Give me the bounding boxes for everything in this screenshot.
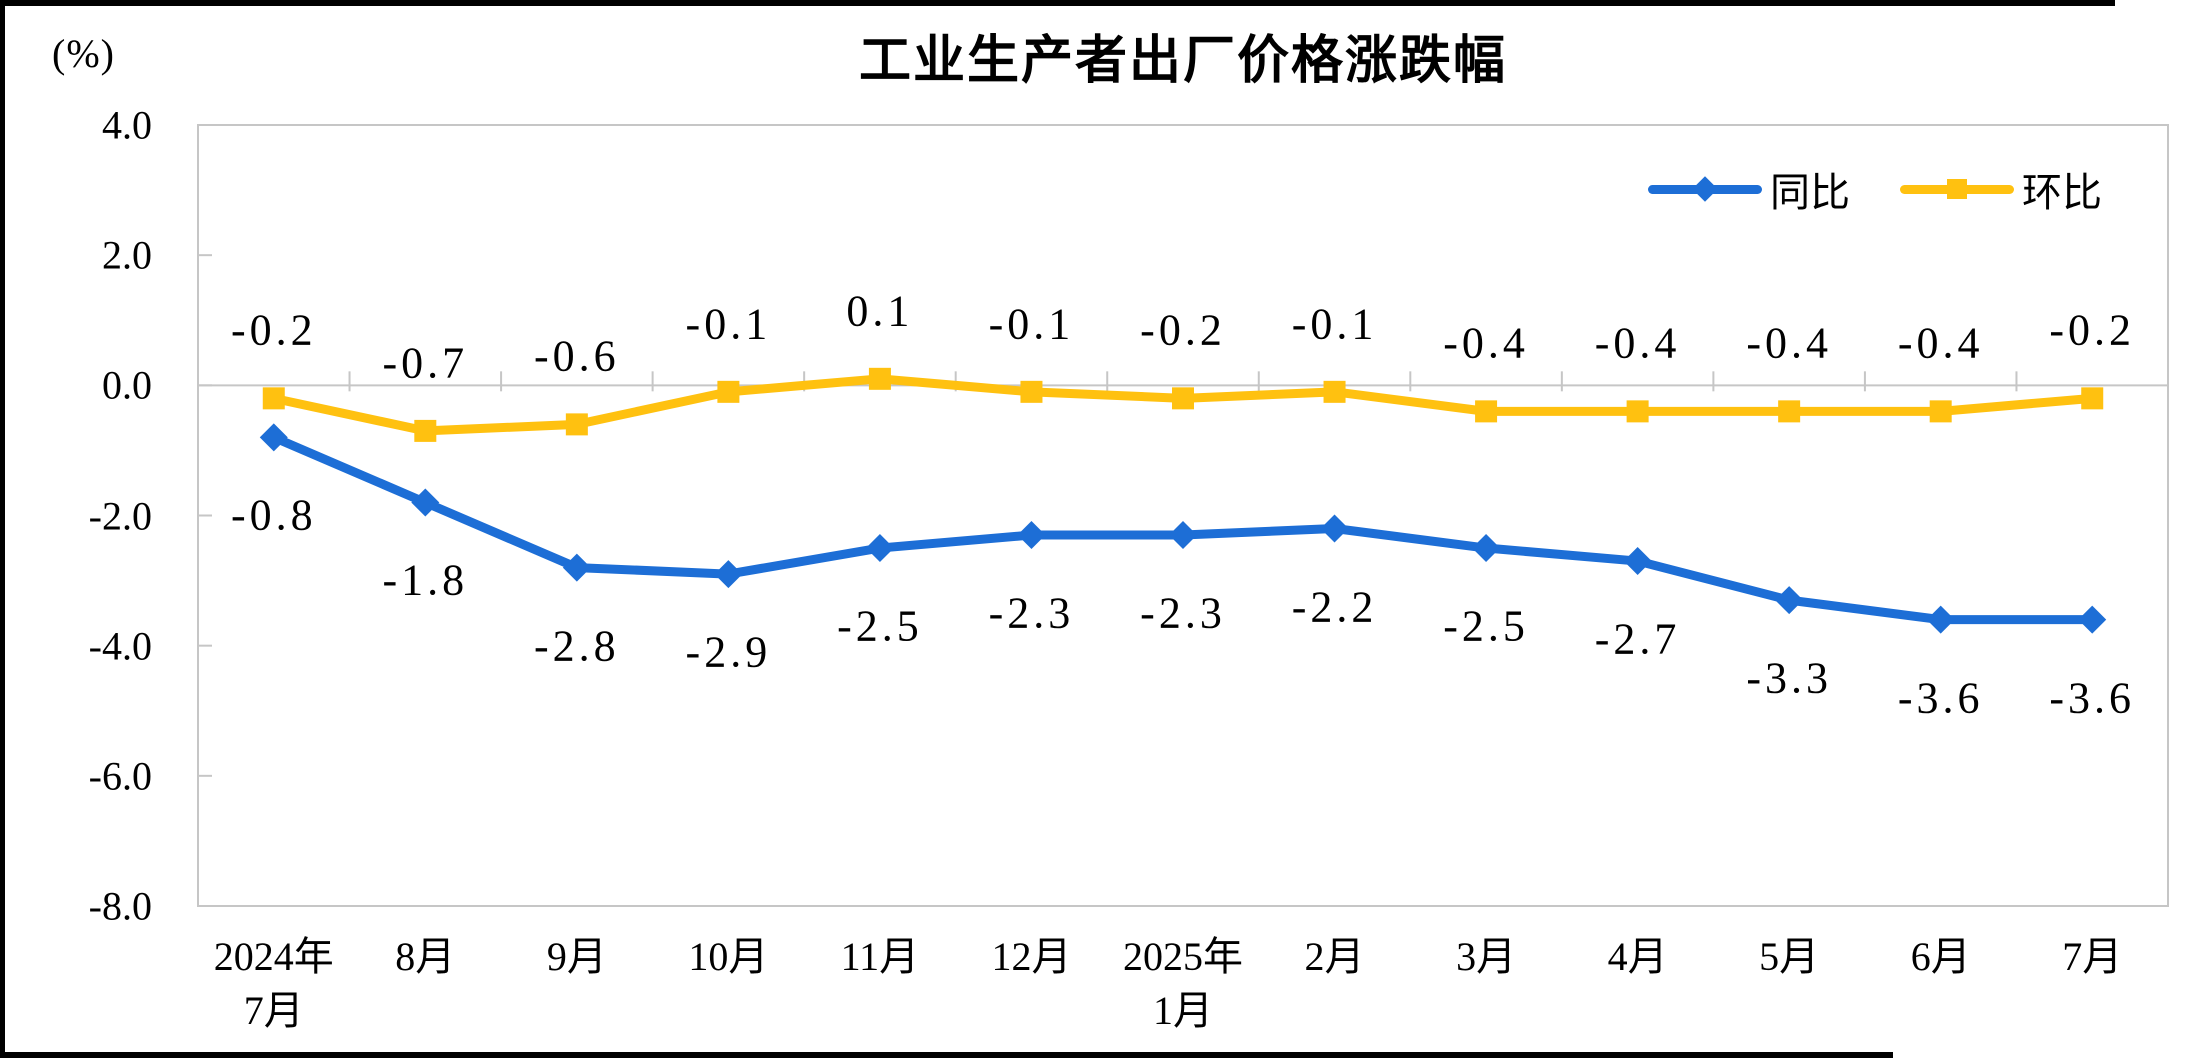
legend-item-mom: 环比 <box>1900 160 2102 218</box>
y-axis-tick-label: -4.0 <box>88 623 152 669</box>
data-label-同比-12: -3.6 <box>2049 673 2136 723</box>
y-axis-tick-label: -2.0 <box>88 493 152 538</box>
y-axis-tick-label: -8.0 <box>88 883 152 929</box>
marker-square <box>717 380 740 403</box>
marker-diamond <box>1472 534 1501 563</box>
data-label-同比-6: -2.3 <box>1140 588 1226 638</box>
frame-border-top <box>0 0 2115 6</box>
y-axis-tick-label: -6.0 <box>88 753 152 799</box>
x-axis-tick-label: 6月 <box>1910 934 1971 979</box>
plot-border <box>197 124 2169 907</box>
data-label-同比-4: -2.5 <box>837 601 923 651</box>
marker-diamond <box>2078 605 2107 634</box>
data-label-同比-11: -3.6 <box>1897 673 1984 723</box>
data-label-环比-1: -0.7 <box>382 338 469 388</box>
data-label-同比-10: -3.3 <box>1746 653 1832 703</box>
x-axis-tick-label: 11月 <box>840 934 920 979</box>
yoy-line-swatch <box>1648 176 1762 202</box>
data-label-环比-4: 0.1 <box>846 286 914 336</box>
y-axis-tick-label: 2.0 <box>102 232 152 278</box>
marker-square <box>1020 380 1043 403</box>
x-axis-tick-label: 2月 <box>1304 934 1365 979</box>
data-label-同比-5: -2.3 <box>988 588 1075 638</box>
data-label-同比-7: -2.2 <box>1291 582 1378 632</box>
data-label-环比-8: -0.4 <box>1443 318 1529 368</box>
marker-diamond <box>1926 605 1955 634</box>
data-label-环比-3: -0.1 <box>685 299 772 349</box>
square-marker-icon <box>1947 179 1967 199</box>
legend-label-yoy: 同比 <box>1770 170 1850 216</box>
marker-square <box>1172 387 1194 410</box>
x-axis-tick-label: 7月 <box>2062 934 2123 979</box>
x-axis-tick-label: 2025年 1月 <box>1123 934 1243 1033</box>
x-axis-tick-label: 9月 <box>546 934 607 979</box>
data-label-同比-0: -0.8 <box>230 490 317 540</box>
y-axis-tick-label: 0.0 <box>102 362 152 408</box>
marker-square <box>868 367 891 390</box>
marker-diamond <box>1017 521 1046 550</box>
data-label-环比-0: -0.2 <box>230 305 317 355</box>
data-label-环比-10: -0.4 <box>1746 318 1832 368</box>
data-label-同比-8: -2.5 <box>1443 601 1529 651</box>
data-label-环比-5: -0.1 <box>988 299 1075 349</box>
marker-square <box>1323 380 1346 403</box>
chart-title: 工业生产者出厂价格涨跌幅 <box>858 31 1508 91</box>
data-label-环比-7: -0.1 <box>1291 299 1378 349</box>
marker-diamond <box>865 534 894 563</box>
y-axis-unit-label: (%) <box>52 31 115 76</box>
frame-border-left <box>0 0 5 1056</box>
marker-square <box>1475 400 1498 423</box>
marker-square <box>414 419 437 442</box>
data-label-环比-2: -0.6 <box>534 331 620 381</box>
marker-square <box>2081 387 2104 410</box>
marker-diamond <box>259 423 288 452</box>
x-axis-tick-label: 2024年 7月 <box>213 934 334 1033</box>
y-axis-tick-label: 4.0 <box>102 102 152 148</box>
x-axis-tick-label: 3月 <box>1456 934 1517 979</box>
x-axis-tick-label: 8月 <box>395 934 456 979</box>
marker-square <box>565 413 588 436</box>
marker-square <box>1778 400 1801 423</box>
marker-square <box>1626 400 1649 423</box>
data-label-环比-9: -0.4 <box>1594 318 1681 368</box>
data-label-环比-11: -0.4 <box>1897 318 1984 368</box>
marker-diamond <box>1623 547 1652 576</box>
data-label-环比-12: -0.2 <box>2049 305 2136 355</box>
data-label-同比-1: -1.8 <box>382 555 469 605</box>
legend-label-mom: 环比 <box>2022 170 2102 216</box>
mom-line-swatch <box>1900 179 2014 199</box>
marker-square <box>1929 400 1952 423</box>
marker-diamond <box>714 560 743 589</box>
marker-diamond <box>1320 514 1349 543</box>
chart-legend: 同比 环比 <box>1648 160 2102 218</box>
data-label-同比-3: -2.9 <box>685 627 772 677</box>
x-axis-tick-label: 4月 <box>1607 934 1668 979</box>
x-axis-tick-label: 10月 <box>688 934 769 979</box>
marker-diamond <box>411 488 440 517</box>
frame-border-bottom <box>0 1052 1893 1058</box>
marker-diamond <box>1775 586 1804 615</box>
marker-diamond <box>1169 521 1197 550</box>
data-label-环比-6: -0.2 <box>1140 305 1226 355</box>
data-label-同比-2: -2.8 <box>534 621 620 671</box>
marker-diamond <box>562 553 591 582</box>
marker-square <box>262 387 285 410</box>
x-axis-tick-label: 12月 <box>991 934 1072 979</box>
x-axis-tick-label: 5月 <box>1759 934 1820 979</box>
legend-item-yoy: 同比 <box>1648 160 1850 218</box>
data-label-同比-9: -2.7 <box>1594 614 1681 664</box>
